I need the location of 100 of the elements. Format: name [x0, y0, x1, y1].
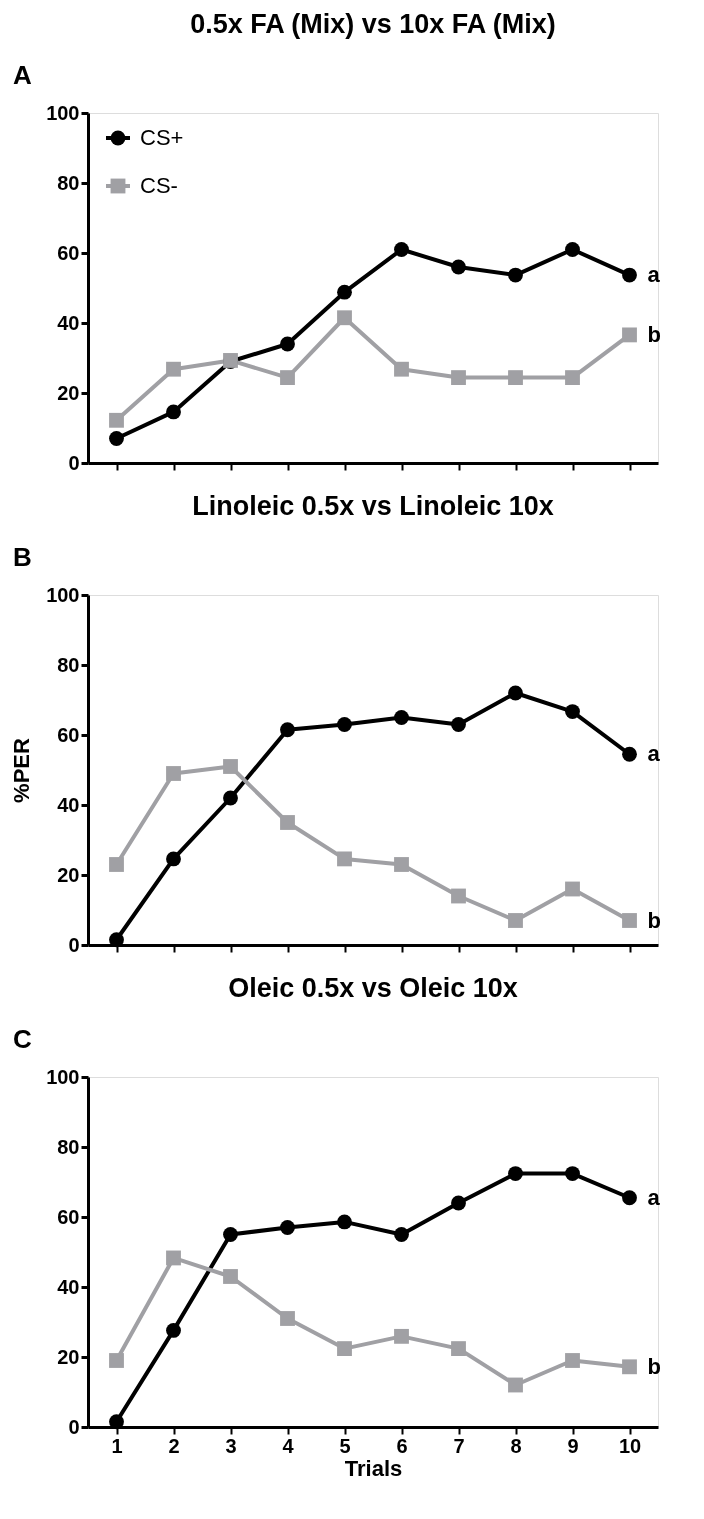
annotation: a — [647, 1184, 661, 1210]
y-tick-label: 40 — [57, 793, 80, 816]
point — [223, 790, 238, 806]
x-tick-label: 1 — [111, 1434, 123, 1457]
x-axis-title: Trials — [344, 1455, 403, 1481]
y-axis-title: %PER — [9, 737, 35, 803]
point — [451, 370, 466, 386]
y-tick-label: 60 — [57, 723, 80, 746]
y-tick-label: 0 — [68, 451, 80, 474]
point — [337, 284, 352, 300]
point — [280, 1220, 295, 1235]
chart-title: Oleic 0.5x vs Oleic 10x — [228, 973, 518, 1003]
y-tick-label: 100 — [46, 583, 80, 606]
point — [565, 704, 580, 719]
y-tick-label: 0 — [68, 1415, 80, 1438]
point — [337, 310, 352, 326]
text: A — [13, 60, 32, 90]
point — [451, 1341, 466, 1357]
point — [280, 722, 295, 738]
point — [622, 1190, 637, 1206]
point — [109, 431, 124, 446]
x-tick-label: 7 — [453, 1434, 465, 1457]
annotation: a — [647, 262, 661, 288]
point — [451, 1195, 466, 1211]
point — [508, 370, 523, 386]
y-tick-label: 100 — [46, 1065, 80, 1088]
point — [337, 851, 352, 867]
point — [622, 1359, 637, 1375]
point — [508, 913, 523, 928]
point — [394, 710, 409, 725]
point — [337, 1341, 352, 1357]
point — [280, 815, 295, 830]
y-tick-label: 40 — [57, 1275, 80, 1298]
point — [622, 267, 637, 283]
legend-label: CS+ — [140, 125, 184, 150]
text: B — [13, 542, 32, 572]
annotation: b — [647, 1353, 661, 1379]
point — [337, 717, 352, 732]
y-tick-label: 0 — [68, 933, 80, 956]
annotation: a — [647, 741, 661, 767]
point — [109, 932, 124, 948]
y-tick-label: 80 — [57, 171, 80, 194]
y-tick-label: 20 — [57, 381, 80, 404]
point — [337, 1214, 352, 1230]
annotation: b — [647, 907, 661, 933]
y-tick-label: 80 — [57, 1135, 80, 1158]
point — [394, 857, 409, 872]
annotation: b — [647, 321, 661, 347]
point — [565, 1353, 580, 1368]
point — [622, 913, 637, 928]
point — [166, 1323, 181, 1338]
point — [451, 259, 466, 275]
point — [451, 888, 466, 904]
x-tick-label: 4 — [282, 1434, 295, 1457]
point — [166, 851, 181, 867]
y-tick-label: 100 — [46, 101, 80, 124]
point — [166, 766, 181, 781]
point — [508, 267, 523, 283]
point — [508, 685, 523, 701]
point — [166, 1250, 181, 1266]
point — [280, 336, 295, 352]
legend-label: CS- — [140, 173, 178, 198]
x-tick-label: 10 — [618, 1434, 642, 1457]
point — [451, 717, 466, 732]
point — [394, 1328, 409, 1344]
point — [109, 1353, 124, 1368]
point — [565, 242, 580, 257]
text: C — [13, 1024, 32, 1054]
y-tick-label: 20 — [57, 863, 80, 886]
point — [223, 759, 238, 774]
point — [109, 857, 124, 872]
point — [508, 1377, 523, 1393]
point — [109, 412, 124, 428]
point — [280, 1311, 295, 1326]
point — [394, 361, 409, 377]
chart-title: Linoleic 0.5x vs Linoleic 10x — [192, 491, 554, 521]
point — [166, 404, 181, 420]
point — [565, 881, 580, 897]
point — [394, 242, 409, 257]
x-tick-label: 3 — [225, 1434, 237, 1457]
y-tick-label: 80 — [57, 653, 80, 676]
x-tick-label: 6 — [396, 1434, 408, 1457]
point — [622, 746, 637, 762]
point — [166, 361, 181, 377]
x-tick-label: 2 — [168, 1434, 180, 1457]
x-tick-label: 9 — [567, 1434, 579, 1457]
x-tick-label: 8 — [510, 1434, 522, 1457]
chart-title: 0.5x FA (Mix) vs 10x FA (Mix) — [190, 9, 556, 39]
y-tick-label: 60 — [57, 1205, 80, 1228]
point — [565, 1166, 580, 1181]
point — [109, 1414, 124, 1430]
point — [223, 1227, 238, 1242]
point — [508, 1166, 523, 1181]
x-tick-label: 5 — [339, 1434, 351, 1457]
y-tick-label: 20 — [57, 1345, 80, 1368]
point — [622, 327, 637, 343]
point — [565, 370, 580, 386]
point — [394, 1227, 409, 1242]
y-tick-label: 60 — [57, 241, 80, 264]
y-tick-label: 40 — [57, 311, 80, 334]
